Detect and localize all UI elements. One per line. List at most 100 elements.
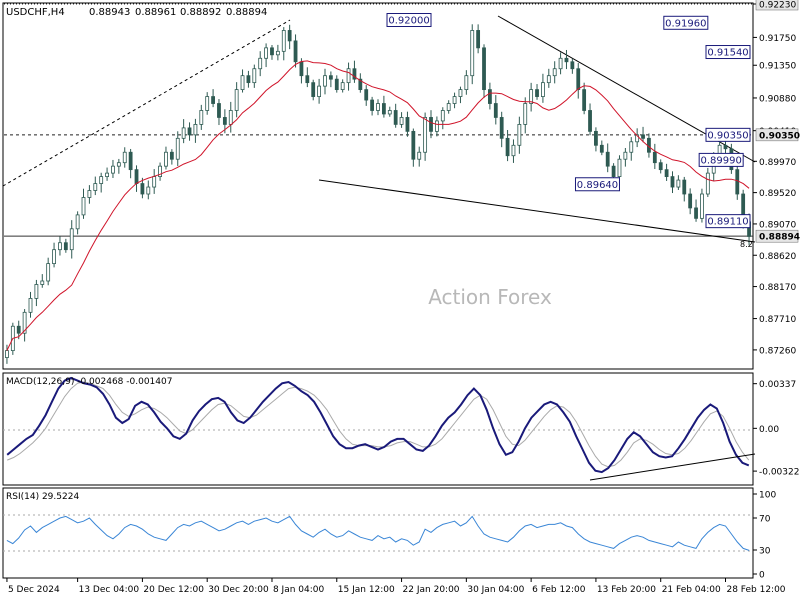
candle-92 [546,68,551,88]
candle-70 [417,146,422,167]
candle-24 [146,180,151,200]
svg-text:0.89110: 0.89110 [707,217,748,228]
dashed-channel-line [2,19,291,187]
candle-65 [387,106,392,117]
candle-88 [523,97,528,134]
candle-19 [116,158,121,174]
candle-14 [87,185,92,204]
price-tick-2: 0.91350 [753,62,796,72]
rsi-panel[interactable]: RSI(14) 29.5224 100 70 30 0 [2,487,776,581]
candle-35 [211,89,215,108]
small-level-label: 8.2 [740,240,753,249]
price-candles [5,24,751,364]
candle-84 [499,111,504,148]
svg-text:0.88894: 0.88894 [759,233,800,243]
candle-55 [328,71,333,88]
moving-average-line [6,60,750,351]
time-tick-1: 13 Dec 04:00 [77,578,139,595]
candle-118 [700,188,704,223]
candle-3 [22,309,27,342]
candle-106 [629,137,634,161]
candle-11 [69,220,74,259]
time-tick-2: 20 Dec 12:00 [141,578,204,595]
svg-text:0.89520: 0.89520 [759,189,796,199]
candle-93 [552,61,557,84]
candle-110 [652,143,657,170]
ohlc-close: 0.88894 [226,7,267,18]
price-tick-3: 0.90880 [753,94,796,104]
price-tick-1: 0.91750 [753,34,796,44]
price-tick-11: 0.87260 [753,346,796,356]
svg-text:0.88170: 0.88170 [759,283,796,293]
price-annotation-6: 0.89110 [705,214,751,229]
svg-text:6 Feb 12:00: 6 Feb 12:00 [532,585,586,595]
candle-16 [99,172,104,193]
price-annotation-3: 0.89990 [698,152,744,167]
ohlc-open: 0.88943 [89,7,130,18]
candle-105 [623,148,628,167]
candle-67 [399,112,404,128]
macd-panel-frame [2,372,754,486]
time-tick-9: 13 Feb 20:00 [595,578,656,595]
rsi-tick-2: 30 [753,547,771,557]
candle-74 [440,107,445,130]
candle-107 [635,128,640,148]
svg-text:15 Jan 12:00: 15 Jan 12:00 [338,585,395,595]
rsi-tick-0: 100 [753,491,776,501]
rsi-panel-frame [2,487,754,579]
macd-main-line [6,376,750,474]
candle-4 [28,291,33,318]
svg-text:8 Jan 04:00: 8 Jan 04:00 [273,585,325,595]
price-panel[interactable]: Action Forex USDCHF,H4 0.88943 0.88961 0… [2,0,800,370]
candle-49 [293,34,298,68]
macd-tick-2: -0.003227 [753,468,800,478]
time-axis: 5 Dec 2024 13 Dec 04:00 20 Dec 12:00 30 Dec… [6,578,786,595]
candle-99 [588,103,592,136]
svg-text:0.88620: 0.88620 [759,252,796,262]
candle-21 [128,148,133,179]
candle-32 [193,118,198,143]
svg-text:30 Dec 20:00: 30 Dec 20:00 [208,585,269,595]
price-tick-10: 0.87710 [753,315,796,325]
candle-79 [470,24,475,85]
svg-text:0.90880: 0.90880 [759,94,796,104]
candle-62 [370,96,375,116]
candle-111 [658,159,663,174]
svg-text:0.00: 0.00 [759,425,779,435]
svg-text:0.91540: 0.91540 [707,48,748,59]
candle-100 [594,127,598,152]
candle-68 [405,111,410,137]
macd-tick-1: 0.00 [753,425,779,435]
candle-77 [458,86,463,104]
svg-text:0.90350: 0.90350 [759,131,800,141]
watermark: Action Forex [428,285,552,309]
candle-26 [158,162,162,181]
svg-text:0.92000: 0.92000 [388,16,429,27]
candle-91 [541,73,545,103]
price-tick-6: 0.89520 [753,189,796,199]
candle-31 [187,122,192,141]
candle-119 [705,167,710,197]
macd-label: MACD(12,26,9) -0.002468 -0.001407 [6,377,172,387]
candle-94 [558,52,563,75]
candle-45 [270,45,274,60]
candle-113 [670,171,675,194]
svg-text:0.87710: 0.87710 [759,315,796,325]
candle-8 [52,242,56,268]
svg-text:28 Feb 12:00: 28 Feb 12:00 [726,585,785,595]
price-annotation-1: 0.91960 [663,15,709,30]
time-tick-0: 5 Dec 2024 [6,578,60,595]
price-annotation-0: 0.92000 [386,13,432,28]
price-tick-9: 0.88170 [753,283,796,293]
candle-81 [482,44,486,99]
candle-39 [234,82,239,118]
macd-panel[interactable]: MACD(12,26,9) -0.002468 -0.001407 0.0033… [2,372,800,486]
svg-text:0.91960: 0.91960 [665,18,706,29]
candle-9 [58,236,62,256]
price-panel-frame [2,2,754,370]
candle-44 [264,43,268,68]
candle-10 [63,238,68,253]
candle-27 [164,146,168,170]
candle-53 [317,78,322,104]
